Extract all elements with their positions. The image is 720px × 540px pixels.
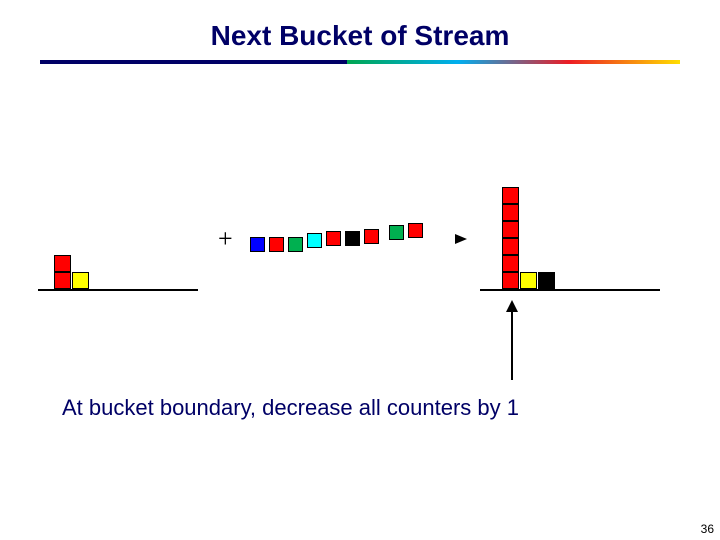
plus-symbol: + [218,224,233,254]
right-stack-cell [502,204,519,221]
stream-cell [345,231,360,246]
right-stack-cell [538,272,555,289]
stream-cell [250,237,265,252]
stream-cell [269,237,284,252]
left-stack-cell [54,272,71,289]
left-stack-cell [54,255,71,272]
stream-cell [364,229,379,244]
caption-text: At bucket boundary, decrease all counter… [62,395,519,421]
right-stack-cell [502,255,519,272]
right-baseline [480,289,660,291]
left-baseline [38,289,198,291]
stream-cell [307,233,322,248]
diagram-canvas: + [0,0,720,540]
stream-cell [288,237,303,252]
page-number: 36 [701,522,714,536]
right-stack-cell [502,272,519,289]
right-stack-cell [502,187,519,204]
stream-cell [408,223,423,238]
stream-cell [389,225,404,240]
pointer-arrow-icon [504,300,520,380]
stream-arrow-icon [455,234,469,244]
right-stack-cell [502,238,519,255]
right-stack-cell [502,221,519,238]
right-stack-cell [520,272,537,289]
left-stack-cell [72,272,89,289]
stream-cell [326,231,341,246]
